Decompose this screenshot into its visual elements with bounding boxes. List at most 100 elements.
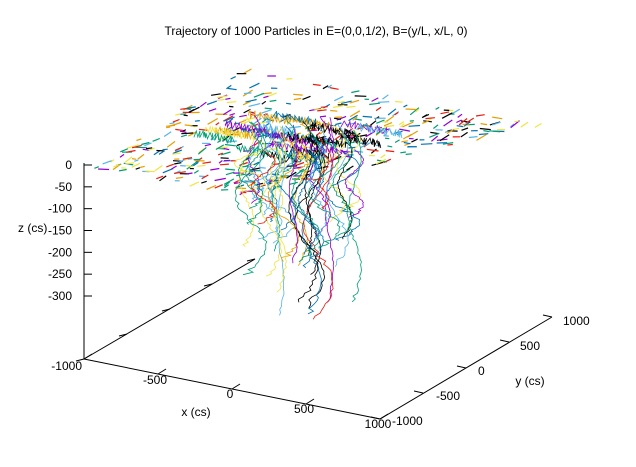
y-tick-label: -500: [436, 389, 460, 403]
trajectory-segment: [457, 113, 463, 118]
trajectory-segment: [465, 117, 475, 124]
trajectory-segment: [385, 150, 395, 153]
trajectory-segment: [382, 94, 389, 100]
trajectory-band: [257, 123, 298, 138]
trajectory-segment: [215, 122, 220, 126]
trajectory-segment: [431, 135, 439, 142]
x-tick-label: 500: [294, 402, 314, 416]
trajectory-segment: [206, 100, 217, 106]
trajectory-segment: [189, 181, 200, 187]
trajectory-segment: [189, 106, 200, 113]
trajectory-segment: [217, 95, 229, 99]
trajectory-segment: [169, 122, 175, 125]
trajectory-segment: [248, 103, 261, 107]
trajectory-segment: [201, 180, 207, 184]
trajectory-segment: [197, 164, 206, 167]
trajectory-segment: [177, 159, 185, 164]
trajectory-segment: [458, 118, 468, 126]
trajectory-segment: [222, 109, 232, 116]
trajectory-segment: [355, 134, 368, 138]
trajectory-segment: [180, 134, 188, 138]
trajectory-segment: [385, 137, 390, 140]
trajectory-segment: [169, 121, 182, 127]
x-tick-mark: [231, 383, 241, 390]
trajectory-spiral: [303, 135, 334, 320]
trajectory-segment: [215, 144, 225, 151]
trajectory-segment: [330, 109, 338, 112]
trajectory-segment: [319, 115, 327, 118]
trajectory-spiral: [237, 121, 263, 225]
trajectory-segment: [362, 115, 373, 118]
trajectory-segment: [125, 156, 133, 163]
trajectory-segment: [125, 149, 136, 153]
trajectory-segment: [322, 85, 329, 90]
trajectory-segment: [245, 98, 257, 103]
trajectory-segment: [156, 175, 164, 180]
trajectory-spiral: [326, 124, 350, 267]
trajectory-segment: [126, 144, 139, 149]
trajectory-segment: [264, 122, 270, 127]
y-ticks: -1000 -500 0 500 1000: [370, 314, 590, 428]
trajectory-segment: [112, 163, 121, 171]
x-tick-mark: [305, 398, 315, 405]
trajectory-spiral: [288, 124, 299, 264]
trajectory-segment: [113, 164, 119, 168]
trajectory-spiral: [309, 124, 328, 241]
x-tick-mark: [83, 353, 93, 360]
trajectory-segment: [240, 191, 247, 194]
trajectory-segment: [193, 169, 199, 174]
trajectory-segment: [454, 127, 460, 130]
trajectory-segment: [442, 142, 454, 145]
trajectory-segment: [223, 116, 235, 122]
trajectory-segment: [402, 121, 414, 128]
trajectory-segment: [348, 146, 356, 149]
trajectory-segment: [236, 143, 243, 146]
trajectory-segment: [166, 163, 175, 168]
trajectory-spiral: [332, 134, 354, 237]
trajectory-segment: [343, 168, 351, 174]
trajectory-segment: [171, 165, 177, 170]
trajectory-segment: [289, 125, 301, 129]
trajectory-segment: [240, 171, 247, 174]
trajectory-segment: [491, 121, 501, 126]
trajectory-segment: [534, 122, 542, 128]
trajectory-segment: [351, 90, 360, 94]
trajectory-segment: [225, 97, 231, 100]
trajectory-segment: [489, 130, 500, 133]
trajectory-segment: [217, 98, 225, 101]
trajectory-segment: [145, 170, 155, 173]
trajectory-segment: [218, 160, 223, 164]
trajectory-segment: [132, 158, 137, 160]
x-tick-label: 1000: [365, 417, 392, 431]
trajectory-segment: [262, 117, 269, 123]
trajectory-segment: [483, 130, 490, 133]
trajectory-segment: [405, 153, 412, 155]
trajectory-segment: [188, 132, 195, 137]
trajectory-segment: [349, 110, 361, 118]
trajectory-segment: [403, 141, 411, 145]
trajectory-spiral: [251, 145, 283, 240]
trajectory-segment: [131, 162, 141, 168]
trajectory-segment: [245, 170, 254, 177]
trajectory-segment: [422, 120, 429, 124]
trajectory-spiral: [247, 132, 260, 200]
z-tick-label: -50: [55, 180, 73, 194]
trajectory-segment: [479, 127, 491, 131]
trajectory-segment: [253, 92, 265, 98]
trajectory-segment: [293, 169, 303, 177]
back-tick-mark: [203, 283, 213, 287]
trajectory-segment: [440, 111, 450, 115]
trajectory-segment: [141, 141, 150, 146]
trajectory-spiral: [304, 126, 313, 256]
trajectory-segment: [154, 165, 163, 172]
trajectory-segment: [395, 100, 403, 103]
trajectory-segment: [175, 176, 184, 179]
trajectory-segment: [217, 152, 224, 156]
y-tick-mark: [370, 416, 381, 420]
trajectory-segment: [293, 93, 303, 96]
trajectory-segment: [180, 113, 187, 115]
trajectory-segment: [142, 148, 150, 151]
trajectory-segment: [441, 112, 453, 119]
trajectory-band: [193, 129, 235, 145]
z-ticks: 0 -50 -100 -150 -200 -250 -300: [48, 158, 92, 303]
